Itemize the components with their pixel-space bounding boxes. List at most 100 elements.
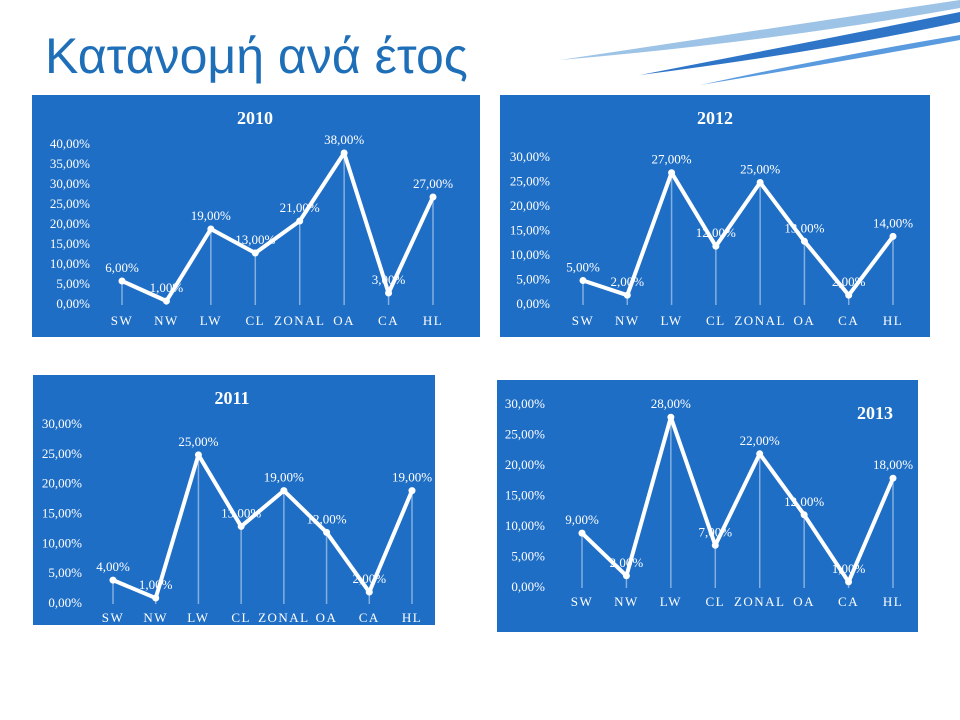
x-tick-label: CA [378, 313, 399, 328]
value-label: 4,00% [96, 559, 130, 574]
value-label: 13,00% [221, 505, 261, 520]
point [623, 291, 631, 299]
value-label: 1,00% [139, 577, 173, 592]
value-label: 13,00% [784, 220, 824, 235]
y-tick-label: 5,00% [516, 271, 550, 286]
y-tick-label: 0,00% [511, 579, 545, 594]
value-label: 22,00% [740, 433, 780, 448]
y-tick-label: 15,00% [50, 236, 90, 251]
value-label: 5,00% [566, 259, 600, 274]
point [237, 522, 245, 530]
y-tick-label: 10,00% [510, 247, 550, 262]
point [280, 487, 288, 495]
x-tick-label: OA [316, 610, 338, 625]
y-tick-label: 25,00% [42, 446, 82, 461]
point [296, 217, 304, 225]
x-tick-label: NW [143, 610, 168, 625]
x-tick-label: OA [793, 594, 815, 609]
value-label: 19,00% [392, 470, 432, 485]
y-tick-label: 30,00% [42, 416, 82, 431]
value-label: 1,00% [832, 561, 866, 576]
line [112, 452, 414, 601]
value-label: 21,00% [280, 200, 320, 215]
line [582, 170, 895, 298]
x-tick-label: LW [660, 313, 682, 328]
line [580, 415, 895, 584]
y-tick-label: 15,00% [42, 505, 82, 520]
value-label: 2,00% [610, 555, 644, 570]
value-label: 38,00% [324, 132, 364, 147]
chart-title: 2012 [697, 108, 733, 128]
panel [33, 375, 435, 625]
y-tick-label: 35,00% [50, 156, 90, 171]
x-tick-label: NW [615, 313, 640, 328]
value-label: 3,00% [372, 272, 406, 287]
value-label: 2,00% [352, 571, 386, 586]
chart-title: 2010 [237, 108, 273, 128]
point [429, 193, 437, 201]
point [668, 169, 676, 177]
value-label: 19,00% [191, 208, 231, 223]
y-tick-label: 5,00% [56, 276, 90, 291]
y-tick-label: 25,00% [505, 426, 545, 441]
point [118, 277, 126, 285]
x-tick-label: NW [154, 313, 179, 328]
x-tick-label: SW [571, 594, 594, 609]
point [251, 249, 259, 257]
x-tick-label: CA [838, 594, 859, 609]
x-tick-label: ZONAL [258, 610, 310, 625]
panel [32, 95, 480, 337]
value-label: 14,00% [873, 215, 913, 230]
y-tick-label: 5,00% [48, 565, 82, 580]
value-label: 27,00% [413, 176, 453, 191]
x-tick-label: SW [111, 313, 134, 328]
panel [497, 380, 918, 632]
y-tick-label: 0,00% [48, 595, 82, 610]
point [712, 242, 720, 250]
point [162, 297, 170, 305]
y-tick-label: 5,00% [511, 548, 545, 563]
point [365, 588, 373, 596]
point [845, 578, 853, 586]
x-tick-label: HL [883, 594, 903, 609]
x-tick-label: OA [333, 313, 355, 328]
value-label: 12,00% [784, 494, 824, 509]
value-label: 12,00% [307, 511, 347, 526]
value-label: 18,00% [873, 457, 913, 472]
point [152, 594, 160, 602]
point [889, 232, 897, 240]
point [845, 291, 853, 299]
x-tick-label: LW [200, 313, 222, 328]
y-tick-label: 10,00% [42, 535, 82, 550]
point [711, 541, 719, 549]
y-tick-label: 20,00% [42, 476, 82, 491]
point [323, 528, 331, 536]
point [756, 179, 764, 186]
point [889, 474, 897, 482]
point [385, 289, 393, 297]
x-tick-label: OA [794, 313, 816, 328]
x-tick-label: CL [706, 313, 726, 328]
chart-title: 2011 [214, 388, 249, 408]
x-tick-label: SW [572, 313, 595, 328]
panel [500, 95, 930, 337]
value-label: 2,00% [610, 274, 644, 289]
x-tick-label: HL [883, 313, 903, 328]
point [756, 450, 764, 458]
value-label: 13,00% [235, 232, 275, 247]
y-tick-label: 30,00% [510, 149, 550, 164]
point [109, 576, 117, 584]
x-tick-label: CL [231, 610, 251, 625]
x-tick-label: NW [614, 594, 639, 609]
y-tick-label: 30,00% [50, 176, 90, 191]
y-tick-label: 30,00% [505, 396, 545, 411]
point [578, 529, 586, 537]
point [667, 413, 675, 421]
y-tick-label: 40,00% [50, 136, 90, 151]
x-tick-label: ZONAL [734, 594, 786, 609]
x-tick-label: CL [705, 594, 725, 609]
y-tick-label: 15,00% [510, 222, 550, 237]
chart-title: 2013 [857, 403, 893, 423]
y-tick-label: 20,00% [50, 216, 90, 231]
